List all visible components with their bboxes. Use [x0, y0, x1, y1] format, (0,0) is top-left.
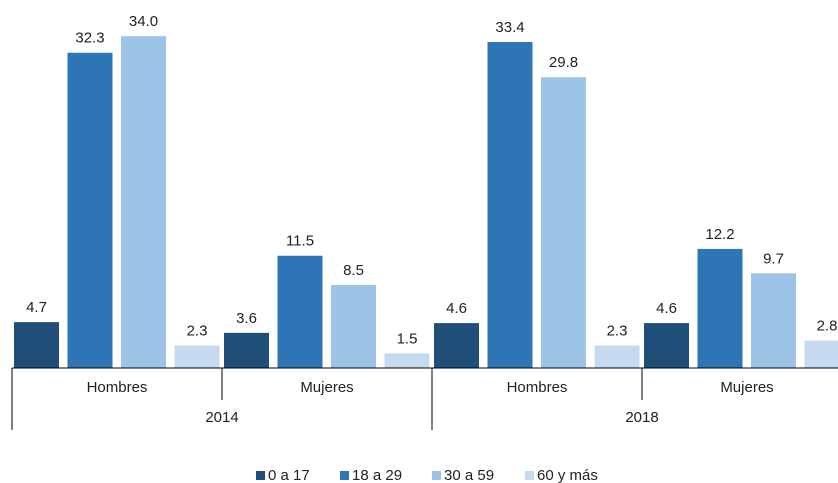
x-tick-label: Mujeres [300, 379, 353, 396]
legend-swatch [525, 471, 534, 480]
bar [751, 273, 796, 368]
bar [174, 345, 220, 368]
value-label: 32.3 [75, 30, 104, 47]
legend-label: 18 a 29 [352, 467, 402, 483]
x-tick-label: Hombres [507, 379, 568, 396]
bar [331, 285, 376, 368]
value-label: 1.5 [397, 330, 418, 347]
bar [121, 36, 166, 368]
bar [644, 323, 689, 368]
legend-swatch [340, 471, 349, 480]
bar [804, 340, 838, 368]
value-label: 29.8 [549, 54, 578, 71]
x-tick-label: Hombres [87, 379, 148, 396]
value-label: 2.3 [187, 323, 208, 340]
group-label: 2018 [625, 409, 658, 426]
legend-label: 0 a 17 [268, 467, 310, 483]
bar [541, 77, 586, 368]
value-label: 4.6 [656, 300, 677, 317]
bar [697, 248, 743, 368]
value-label: 33.4 [495, 19, 524, 36]
value-label: 9.7 [763, 250, 784, 267]
value-label: 4.6 [446, 300, 467, 317]
value-label: 34.0 [129, 13, 158, 30]
bar [14, 322, 59, 368]
bar [67, 52, 113, 368]
legend-label: 60 y más [537, 467, 598, 483]
legend-swatch [256, 471, 265, 480]
value-label: 3.6 [236, 310, 257, 327]
bar [384, 353, 430, 368]
value-label: 8.5 [343, 262, 364, 279]
bar [487, 42, 533, 369]
bar [434, 323, 479, 368]
legend-label: 30 a 59 [444, 467, 494, 483]
value-label: 4.7 [26, 299, 47, 316]
value-label: 2.3 [607, 323, 628, 340]
bar [224, 332, 269, 368]
value-label: 2.8 [817, 318, 838, 335]
group-label: 2014 [205, 409, 238, 426]
bar [277, 255, 323, 368]
value-label: 11.5 [286, 233, 314, 250]
x-tick-label: Mujeres [720, 379, 773, 396]
bar [594, 345, 640, 368]
value-label: 12.2 [705, 226, 734, 243]
legend-swatch [432, 471, 441, 480]
